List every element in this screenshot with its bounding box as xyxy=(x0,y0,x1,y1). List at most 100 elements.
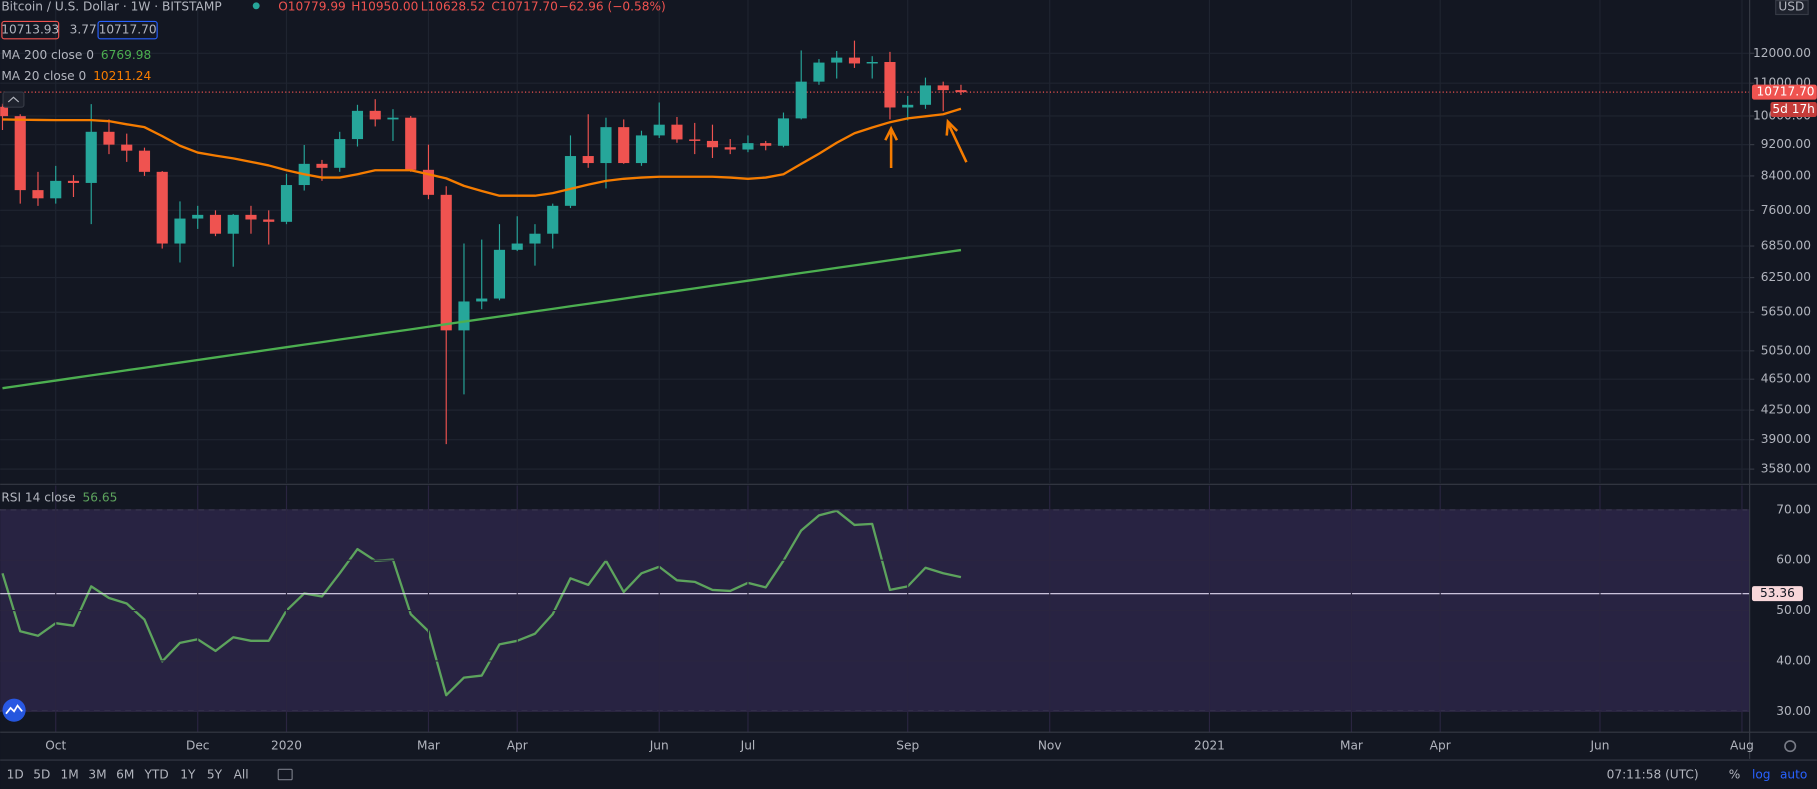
candle-body xyxy=(902,104,914,108)
candle-body xyxy=(671,124,683,140)
range-button[interactable]: 1M xyxy=(61,768,79,782)
x-tick-label: 2020 xyxy=(271,739,302,753)
candle-body xyxy=(529,233,541,244)
range-button[interactable]: 1Y xyxy=(180,768,196,782)
ohlc-high: H10950.00 xyxy=(351,0,418,13)
axes: 3580.00 3900.00 4250.00 4650.00 5050.00 5650.… xyxy=(45,46,1811,753)
candle-body xyxy=(493,249,506,299)
toolbar: 1D 5D 1M 3M 6M YTD 1Y 5Y All xyxy=(7,768,249,782)
y-tick-label: 12000.00 xyxy=(1753,46,1811,60)
bid[interactable]: 10713.93 xyxy=(1,23,59,37)
candle-body xyxy=(635,135,648,164)
candle-body xyxy=(813,62,825,82)
y-tick-label: 3580.00 xyxy=(1761,462,1811,476)
candle-body xyxy=(458,301,470,331)
candle-body xyxy=(227,214,239,234)
rsi-tick-label: 30.00 xyxy=(1776,704,1811,718)
rsi-tick-label: 40.00 xyxy=(1776,653,1811,667)
annotation-arrows xyxy=(884,118,968,168)
countdown-tag xyxy=(1770,101,1817,118)
candle-body xyxy=(955,90,967,93)
currency-box[interactable] xyxy=(1775,0,1809,16)
clock[interactable]: 07:11:58 (UTC) xyxy=(1607,768,1699,782)
moving-average xyxy=(2,248,962,390)
arrow-up xyxy=(884,125,899,168)
candle-body xyxy=(121,144,133,151)
collapse-icon[interactable] xyxy=(7,96,20,103)
x-tick-label: Apr xyxy=(1430,739,1451,753)
candle-body xyxy=(600,127,612,164)
range-button[interactable]: 1D xyxy=(7,768,24,782)
candle-body xyxy=(174,218,186,244)
ohlc-change: −62.96 (−0.58%) xyxy=(559,0,666,13)
x-tick-label: Aug xyxy=(1730,739,1754,753)
y-tick-label: 4250.00 xyxy=(1761,403,1811,417)
candle-body xyxy=(334,139,346,168)
candle-body xyxy=(706,140,719,148)
ohlc-low: L10628.52 xyxy=(421,0,486,13)
x-tick-label: Jul xyxy=(740,739,756,753)
candle-body xyxy=(369,110,381,120)
settings-icon[interactable] xyxy=(1784,740,1797,753)
range-button[interactable]: All xyxy=(234,768,249,782)
collapse-button[interactable] xyxy=(2,91,25,108)
legend-name: MA 200 close 0 xyxy=(1,48,94,62)
candle-body xyxy=(618,127,630,164)
candle-body xyxy=(919,85,932,105)
spread: 3.77 xyxy=(70,23,97,37)
candle-body xyxy=(316,163,328,168)
last-price-label: 10717.70 xyxy=(1757,85,1815,99)
candle-body xyxy=(387,117,399,120)
countdown: 5d 17h xyxy=(1772,102,1815,116)
rsi-level-tag xyxy=(1751,586,1803,602)
log-toggle[interactable]: log xyxy=(1752,768,1771,782)
x-tick-label: Jun xyxy=(649,739,669,753)
currency[interactable]: USD xyxy=(1778,0,1804,13)
candle-body xyxy=(547,205,559,234)
candle-body xyxy=(103,131,115,145)
logo-mark[interactable] xyxy=(5,704,23,715)
range-button[interactable]: 3M xyxy=(88,768,106,782)
ohlc-open: O10779.99 xyxy=(278,0,346,13)
candle-body xyxy=(937,85,949,91)
rsi-level-label: 53.36 xyxy=(1760,586,1795,600)
range-button[interactable]: 5D xyxy=(33,768,50,782)
candle-body xyxy=(85,131,97,183)
x-tick-label: Sep xyxy=(896,739,919,753)
moving-average xyxy=(2,107,962,197)
bid-box[interactable] xyxy=(1,20,60,40)
candle-body xyxy=(689,139,701,141)
x-tick-label: Jun xyxy=(1589,739,1609,753)
legend-value: 10211.24 xyxy=(93,69,151,83)
candle-body xyxy=(32,190,44,199)
status-dot xyxy=(252,2,260,10)
candle-body xyxy=(0,106,9,117)
candle-body xyxy=(724,147,736,150)
auto-toggle[interactable]: auto xyxy=(1780,768,1807,782)
last-price-tag xyxy=(1751,84,1817,100)
rsi-tick-label: 50.00 xyxy=(1776,603,1811,617)
candle-body xyxy=(564,156,577,206)
candle-body xyxy=(795,81,807,119)
ask[interactable]: 10717.70 xyxy=(99,23,157,37)
range-button[interactable]: 5Y xyxy=(207,768,223,782)
ask-box[interactable] xyxy=(97,20,158,40)
y-tick-label: 8400.00 xyxy=(1761,168,1811,182)
y-tick-label: 3900.00 xyxy=(1761,432,1811,446)
x-tick-label: Apr xyxy=(507,739,528,753)
price-pane xyxy=(0,40,1750,445)
rsi-legend-value: 56.65 xyxy=(83,491,118,505)
ohlc-close: C10717.70 xyxy=(491,0,558,13)
y-tick-label: 6850.00 xyxy=(1761,239,1811,253)
candle-body xyxy=(866,61,878,64)
range-button[interactable]: 6M xyxy=(116,768,134,782)
date-range-icon[interactable] xyxy=(277,768,293,781)
candle-body xyxy=(67,180,80,183)
candle-body xyxy=(440,194,452,331)
candle-body xyxy=(760,143,772,146)
percent-toggle[interactable]: % xyxy=(1729,768,1741,782)
range-button[interactable]: YTD xyxy=(143,768,168,782)
y-tick-label: 4650.00 xyxy=(1761,372,1811,386)
candle-body xyxy=(14,116,26,191)
